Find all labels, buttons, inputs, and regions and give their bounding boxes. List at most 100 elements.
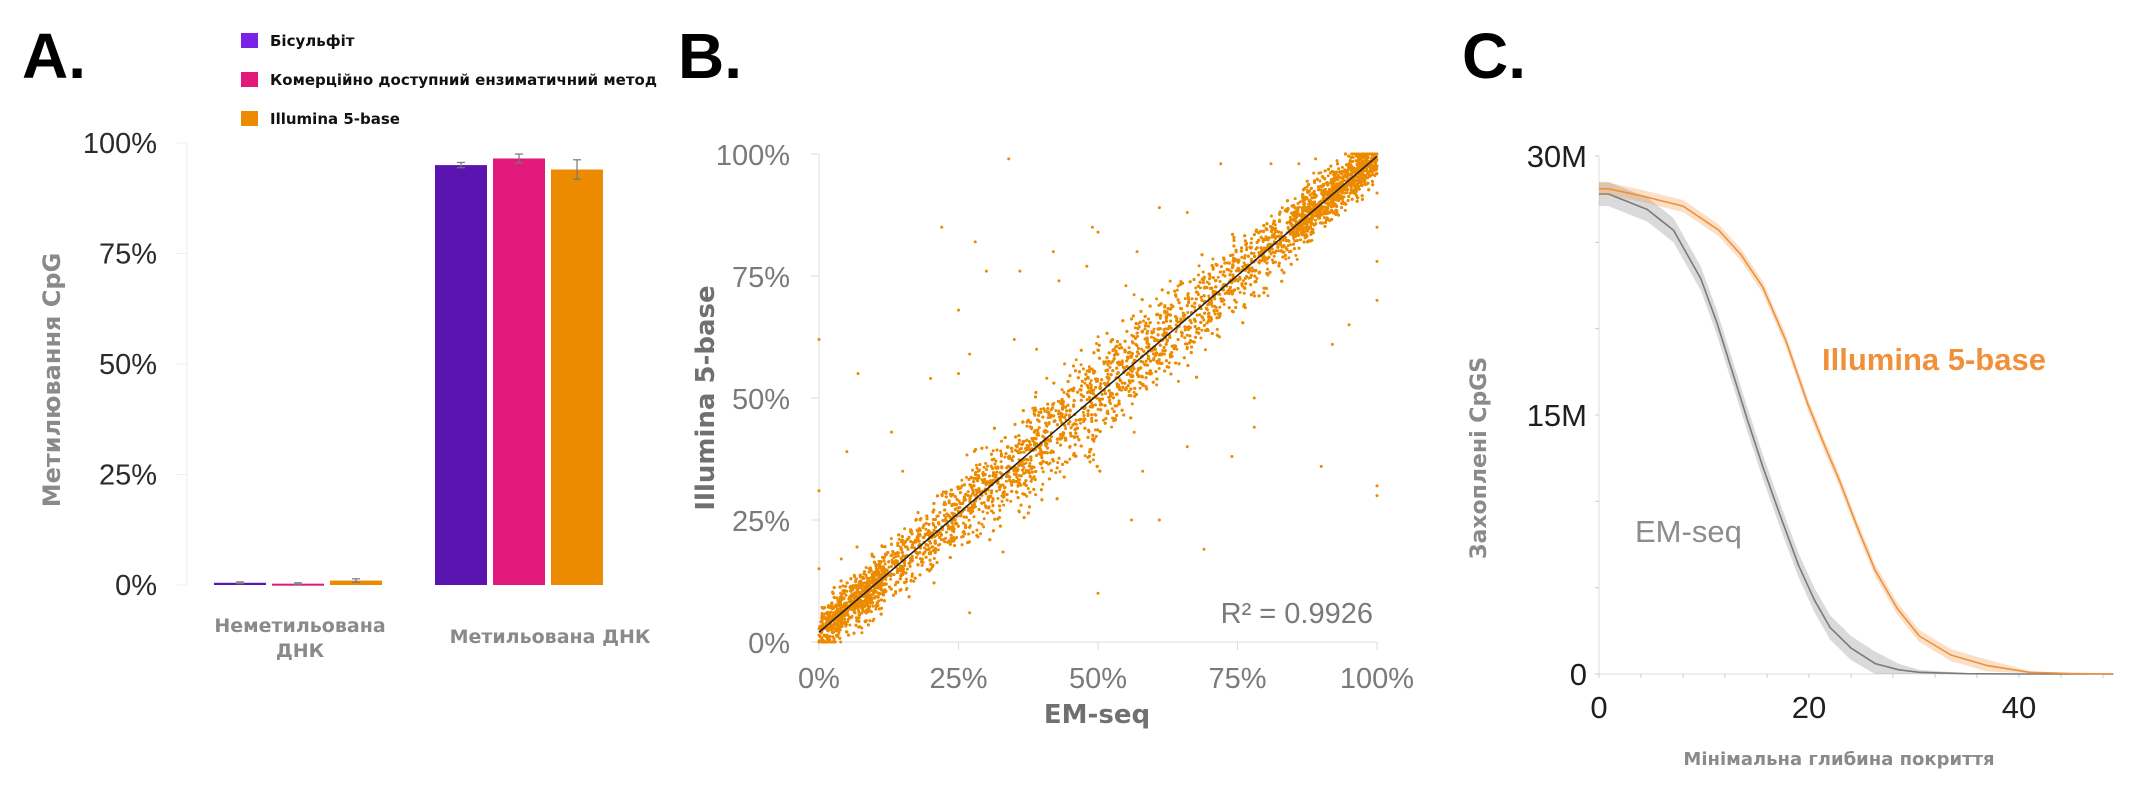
scatter-point bbox=[1340, 165, 1344, 169]
y-tick-label: 0% bbox=[115, 570, 157, 602]
scatter-point bbox=[1138, 386, 1142, 390]
scatter-point bbox=[1200, 315, 1204, 319]
bar bbox=[551, 169, 603, 585]
scatter-point bbox=[856, 606, 860, 610]
scatter-point bbox=[923, 546, 926, 550]
scatter-point bbox=[914, 556, 918, 559]
scatter-point bbox=[1132, 367, 1136, 371]
scatter-point bbox=[900, 534, 904, 538]
y-tick-label: 0% bbox=[748, 628, 790, 660]
scatter-point bbox=[944, 516, 948, 519]
scatter-point bbox=[1000, 499, 1004, 503]
scatter-point bbox=[1183, 297, 1187, 301]
scatter-point bbox=[1242, 261, 1246, 265]
scatter-point bbox=[1299, 238, 1303, 242]
legend-label: Illumina 5-base bbox=[270, 110, 400, 128]
category-label: ДНК bbox=[276, 640, 325, 662]
scatter-point bbox=[889, 537, 893, 541]
scatter-point bbox=[965, 475, 968, 479]
scatter-point bbox=[1203, 348, 1207, 352]
scatter-point bbox=[1222, 302, 1226, 306]
scatter-point bbox=[1127, 390, 1131, 393]
scatter-point bbox=[920, 563, 924, 567]
scatter-point bbox=[1055, 441, 1059, 445]
scatter-point bbox=[907, 561, 911, 565]
scatter-point bbox=[1015, 475, 1019, 479]
scatter-point bbox=[1229, 269, 1233, 273]
bar bbox=[493, 158, 545, 585]
scatter-point bbox=[841, 584, 845, 588]
scatter-point bbox=[938, 543, 942, 546]
scatter-point bbox=[1143, 327, 1147, 331]
scatter-point bbox=[1167, 324, 1171, 328]
scatter-point bbox=[1026, 487, 1030, 490]
scatter-point bbox=[879, 560, 883, 564]
scatter-point bbox=[1058, 470, 1062, 474]
scatter-point bbox=[1183, 336, 1187, 340]
scatter-point bbox=[1295, 257, 1299, 261]
scatter-point bbox=[883, 562, 887, 566]
scatter-point bbox=[963, 523, 967, 527]
scatter-point bbox=[966, 490, 970, 494]
scatter-point bbox=[1250, 269, 1254, 273]
scatter-point bbox=[1011, 455, 1015, 458]
legend-swatch bbox=[241, 33, 258, 48]
scatter-point bbox=[1111, 416, 1114, 420]
scatter-point bbox=[1205, 280, 1209, 284]
scatter-point bbox=[1234, 300, 1238, 304]
scatter-point bbox=[1269, 214, 1273, 218]
scatter-point bbox=[1264, 238, 1268, 242]
scatter-point bbox=[1030, 477, 1034, 481]
scatter-point bbox=[1004, 479, 1008, 483]
scatter-point bbox=[916, 529, 920, 533]
scatter-point bbox=[985, 468, 988, 471]
scatter-point bbox=[1096, 407, 1100, 411]
scatter-point bbox=[1218, 280, 1222, 283]
error-bar bbox=[352, 578, 360, 583]
scatter-point bbox=[1031, 406, 1035, 410]
scatter-point bbox=[957, 499, 961, 503]
scatter-point bbox=[1019, 451, 1023, 454]
scatter-point bbox=[1277, 249, 1280, 253]
scatter-point bbox=[1110, 425, 1114, 429]
scatter-point bbox=[1081, 410, 1085, 414]
scatter-point bbox=[1029, 458, 1033, 462]
scatter-point bbox=[938, 511, 942, 514]
scatter-point bbox=[874, 607, 878, 611]
scatter-point bbox=[1022, 466, 1026, 470]
y-tick-label: 50% bbox=[732, 384, 790, 416]
scatter-point bbox=[1241, 279, 1245, 283]
scatter-point bbox=[890, 564, 893, 568]
scatter-point bbox=[1345, 191, 1349, 194]
scatter-point bbox=[1272, 254, 1276, 258]
scatter-point bbox=[1092, 453, 1096, 457]
scatter-point bbox=[839, 640, 843, 644]
scatter-point bbox=[1341, 176, 1345, 180]
scatter-point bbox=[1110, 407, 1114, 411]
scatter-point bbox=[1218, 305, 1222, 309]
scatter-point bbox=[848, 623, 852, 627]
scatter-point bbox=[1319, 171, 1323, 175]
scatter-point bbox=[1002, 503, 1006, 507]
scatter-point bbox=[1141, 319, 1145, 323]
scatter-point bbox=[1132, 430, 1136, 434]
scatter-point bbox=[1156, 321, 1160, 325]
scatter-point bbox=[893, 583, 897, 587]
scatter-point bbox=[1001, 550, 1005, 554]
panel-label-c: C. bbox=[1462, 20, 1526, 92]
scatter-point bbox=[1130, 402, 1134, 406]
scatter-point bbox=[1144, 359, 1148, 363]
scatter-point bbox=[1056, 461, 1060, 465]
scatter-point bbox=[837, 631, 841, 635]
scatter-point bbox=[1288, 215, 1292, 219]
scatter-point bbox=[872, 555, 876, 559]
scatter-point bbox=[1176, 379, 1180, 383]
x-tick-label: 100% bbox=[1340, 663, 1414, 695]
scatter-point bbox=[932, 557, 936, 560]
scatter-point bbox=[979, 532, 983, 536]
scatter-point bbox=[1048, 461, 1052, 465]
scatter-point bbox=[929, 541, 933, 545]
scatter-point bbox=[986, 464, 989, 468]
scatter-point bbox=[1195, 313, 1199, 317]
scatter-point bbox=[1163, 352, 1166, 356]
